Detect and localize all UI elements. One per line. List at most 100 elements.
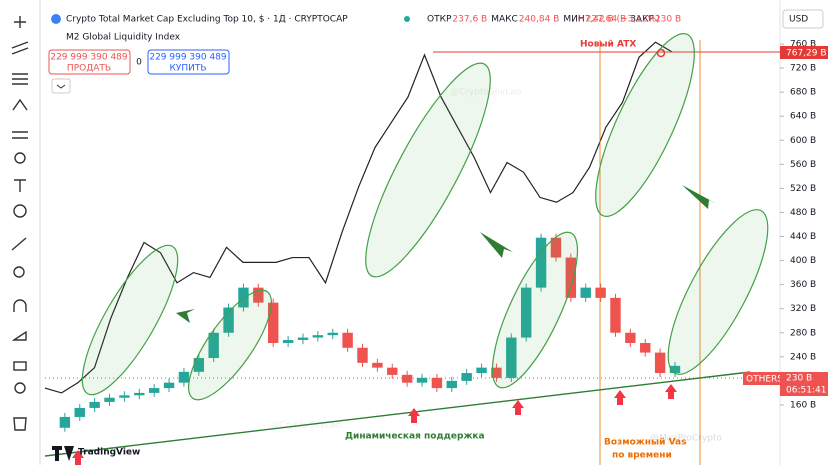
indicator-name[interactable]: M2 Global Liquidity Index xyxy=(66,33,181,43)
y-tick-label: 760 В xyxy=(790,40,816,50)
last-price: 230 В xyxy=(786,374,812,384)
y-tick-label: 520 В xyxy=(790,184,816,194)
liquidity-line xyxy=(44,41,673,394)
left-toolbar[interactable] xyxy=(11,0,41,465)
ath-tag xyxy=(780,46,828,59)
ohlc-label: МАКС xyxy=(491,15,518,25)
ohlc-label: ЗАКР xyxy=(630,15,654,25)
currency-select[interactable] xyxy=(782,9,824,29)
sell-button[interactable] xyxy=(48,49,131,75)
candle xyxy=(595,287,606,298)
y-tick-label: 320 В xyxy=(790,304,816,314)
ohlc-value: 230 В xyxy=(655,15,681,25)
y-tick-label: 400 В xyxy=(790,256,816,266)
candle xyxy=(119,395,130,398)
candle xyxy=(178,371,190,383)
candle xyxy=(506,337,517,378)
watermark: @MaxProCrypto xyxy=(650,434,722,444)
currency: USD xyxy=(789,15,808,25)
support-line xyxy=(44,371,751,457)
candle xyxy=(372,362,383,368)
symbol-tag xyxy=(743,372,780,385)
timer: 06:51:41 xyxy=(786,386,826,396)
y-tick-label: 240 В xyxy=(790,352,816,362)
candle xyxy=(669,365,681,374)
y-tick-label: 560 В xyxy=(790,160,816,170)
y-tick-label: 480 В xyxy=(790,208,816,218)
y-tick-label: 160 В xyxy=(790,400,816,410)
y-tick-label: 600 В xyxy=(790,136,816,146)
support-annotation: Динамическая поддержка xyxy=(345,432,485,442)
y-tick-label: 680 В xyxy=(790,88,816,98)
ohlc: ОТКР 237,6 В МАКС 240,84 В МИН 227,64 В ЗАКР 23… xyxy=(427,15,681,25)
ath-annotation: Новый ATX xyxy=(580,40,636,50)
candle xyxy=(74,407,85,417)
spread: 0 xyxy=(136,58,142,68)
candle xyxy=(104,397,115,402)
candle xyxy=(640,342,651,353)
symbol-icon xyxy=(51,14,61,24)
candle xyxy=(268,302,279,343)
ellipses xyxy=(81,32,769,401)
candle xyxy=(282,339,294,343)
candle xyxy=(416,377,428,383)
tv-logo-text: TradingView xyxy=(78,448,140,458)
candle xyxy=(327,332,338,336)
buy-button[interactable] xyxy=(147,49,230,75)
candle xyxy=(297,337,309,340)
y-tick-label: 360 В xyxy=(790,280,816,290)
timing-annotation: по времени xyxy=(612,451,672,461)
candle xyxy=(253,287,264,303)
timing-annotation: Возможный Vas xyxy=(604,438,686,448)
candle xyxy=(387,367,398,375)
candle xyxy=(342,332,353,348)
candle xyxy=(491,367,502,378)
candle xyxy=(461,373,472,381)
candle xyxy=(401,374,413,383)
y-tick-label: 440 В xyxy=(790,232,816,242)
arrows xyxy=(176,185,717,323)
candle xyxy=(535,237,547,288)
candle xyxy=(163,382,175,389)
candle xyxy=(625,332,636,343)
tv-logo xyxy=(52,446,74,461)
candle xyxy=(446,380,457,389)
candle xyxy=(148,388,160,393)
ohlc-value: 227,64 В xyxy=(586,15,627,25)
candle xyxy=(89,401,100,408)
buy-price: 229 999 390 489 xyxy=(149,53,227,63)
symbol-tag-text: OTHERS xyxy=(746,375,783,385)
candle xyxy=(476,367,487,374)
ohlc-label: ОТКР xyxy=(427,15,452,25)
change: −7,42 В (−3,12%) xyxy=(577,15,660,25)
last-tag xyxy=(780,372,828,396)
ath-tag-text: 767,29 В xyxy=(786,49,827,59)
candle xyxy=(238,287,249,308)
up-arrows xyxy=(72,384,677,465)
collapse-button[interactable] xyxy=(51,78,71,94)
candle xyxy=(550,237,562,258)
candle xyxy=(520,287,532,338)
y-tick-label: 280 В xyxy=(790,328,816,338)
candle xyxy=(193,358,205,372)
y-tick-label: 640 В xyxy=(790,112,816,122)
symbol-title[interactable]: Crypto Total Market Cap Excluding Top 10… xyxy=(66,15,348,25)
candle xyxy=(59,416,71,428)
ohlc-value: 237,6 В xyxy=(452,15,487,25)
candle xyxy=(580,287,591,298)
sell-label: ПРОДАТЬ xyxy=(67,64,111,74)
candle xyxy=(431,377,443,389)
ohlc-label: МИН xyxy=(563,15,584,25)
candle xyxy=(134,392,145,396)
ohlc-value: 240,84 В xyxy=(519,15,560,25)
sell-price: 229 999 390 489 xyxy=(50,53,128,63)
candle xyxy=(312,335,324,338)
y-tick-label: 720 В xyxy=(790,64,816,74)
candle xyxy=(357,347,368,363)
candle xyxy=(223,307,234,333)
chevron xyxy=(56,84,66,89)
candle xyxy=(610,297,621,333)
candle xyxy=(654,352,666,374)
